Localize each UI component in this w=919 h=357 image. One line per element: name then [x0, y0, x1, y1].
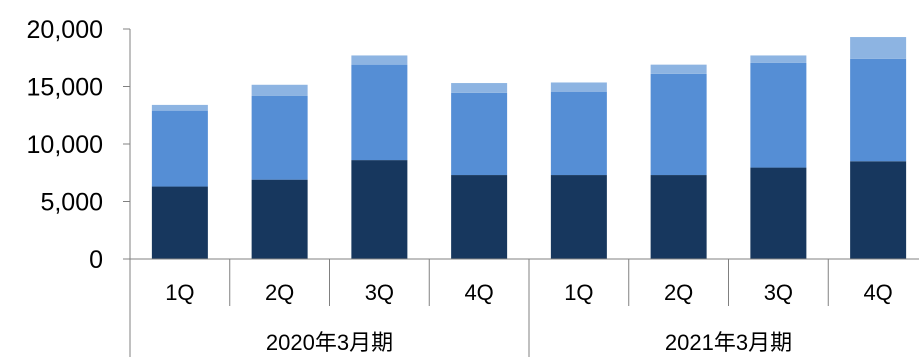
- bar-segment-1: [151, 186, 208, 259]
- bar-segment-2: [451, 92, 508, 176]
- y-tick-label: 20,000: [27, 16, 103, 44]
- category-label: 1Q: [564, 280, 593, 305]
- category-label: 3Q: [365, 280, 394, 305]
- y-tick-label: 5,000: [40, 189, 103, 217]
- bar-segment-3: [550, 82, 607, 92]
- category-label: 1Q: [165, 280, 194, 305]
- y-tick-label: 10,000: [27, 131, 103, 159]
- bar-segment-2: [650, 73, 707, 176]
- category-label: 4Q: [464, 280, 493, 305]
- bars: [151, 37, 907, 259]
- bar-segment-3: [251, 84, 308, 96]
- group-label: 2021年3月期: [665, 330, 792, 355]
- x-axis: 1Q 2Q 3Q 4Q 1Q 2Q 3Q 4Q 2020年3月期 2021年3月期: [123, 258, 919, 357]
- bar-segment-1: [650, 175, 707, 259]
- group-label: 2020年3月期: [266, 330, 393, 355]
- bar-segment-3: [151, 104, 208, 111]
- bar-segment-3: [650, 64, 707, 74]
- category-label: 4Q: [863, 280, 892, 305]
- bar-segment-1: [750, 167, 807, 259]
- bar-segment-1: [451, 175, 508, 259]
- category-label: 2Q: [664, 280, 693, 305]
- bar-segment-2: [550, 91, 607, 176]
- bar-segment-3: [451, 83, 508, 93]
- category-label: 2Q: [265, 280, 294, 305]
- y-tick-label: 15,000: [27, 74, 103, 102]
- bar-segment-3: [351, 55, 408, 65]
- bar-segment-2: [251, 95, 308, 180]
- bar-segment-2: [850, 58, 907, 162]
- bar-segment-1: [351, 160, 408, 259]
- bar-segment-1: [850, 161, 907, 259]
- bar-segment-3: [750, 55, 807, 63]
- category-label: 3Q: [764, 280, 793, 305]
- bar-segment-2: [351, 64, 408, 161]
- bar-segment-1: [550, 175, 607, 259]
- bar-segment-2: [151, 110, 208, 187]
- y-axis: 0 5,000 10,000 15,000 20,000: [27, 16, 131, 274]
- bar-segment-2: [750, 62, 807, 168]
- y-tick-label: 0: [89, 246, 103, 274]
- bar-segment-1: [251, 179, 308, 259]
- bar-segment-3: [850, 37, 907, 59]
